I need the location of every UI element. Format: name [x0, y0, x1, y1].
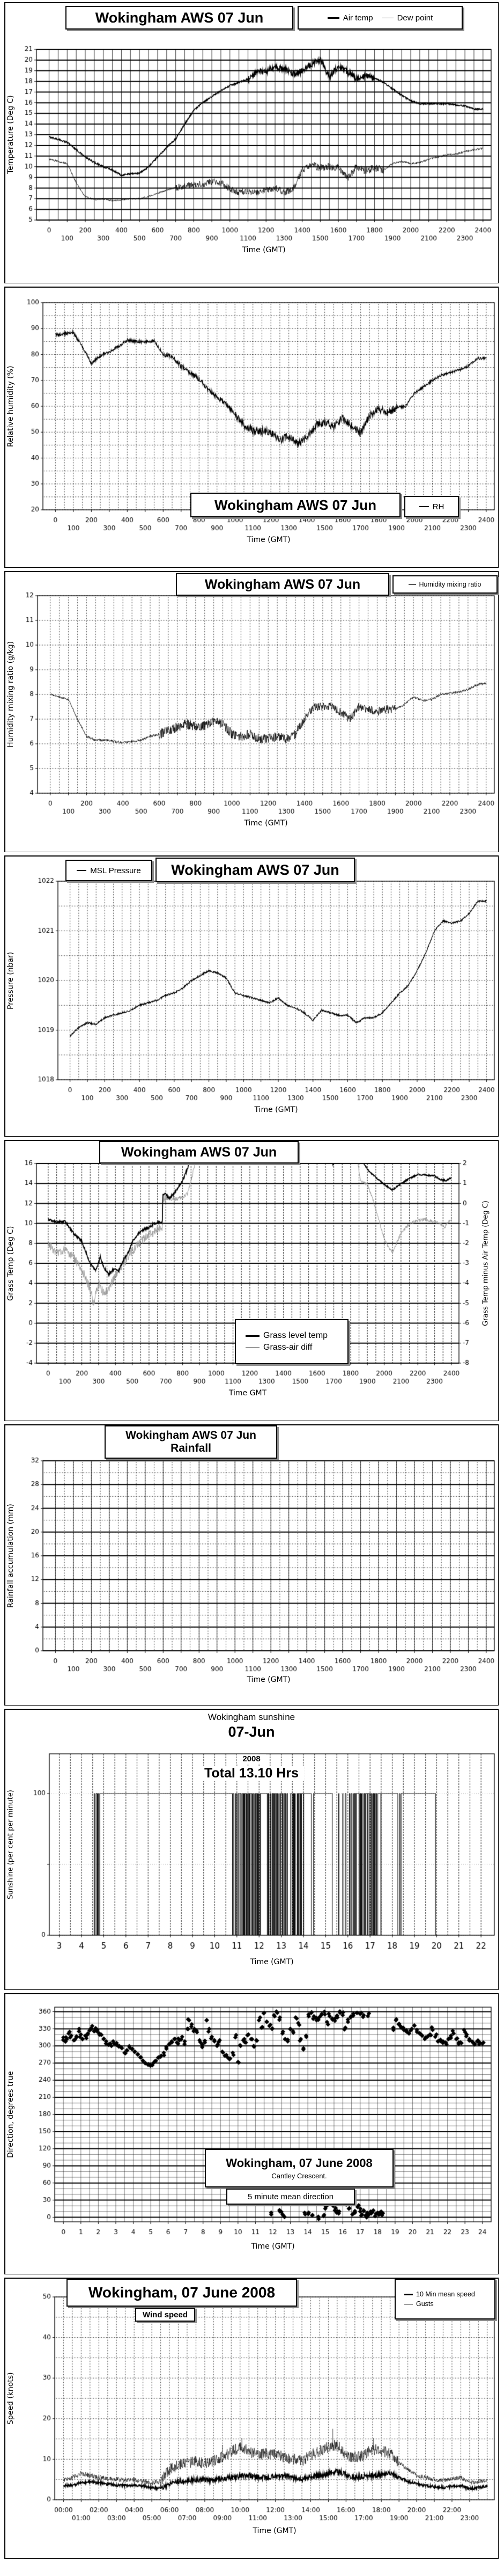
chart-title: Wokingham AWS 07 Jun [155, 858, 355, 882]
chart-canvas-temperature [5, 3, 498, 283]
legend-label: Gusts [416, 2300, 434, 2308]
legend-item-pressure: MSL Pressure [77, 866, 141, 875]
chart-title: Wokingham AWS 07 Jun [65, 6, 293, 30]
panel-grass-temp: Wokingham AWS 07 Jun Grass level temp Gr… [4, 1140, 499, 1421]
legend-mixing-ratio: Humidity mixing ratio [392, 575, 498, 594]
pressure-line-sample [77, 870, 87, 871]
legend-wind-speed: 10 Min mean speed Gusts [395, 2279, 495, 2319]
chart-title: Wokingham AWS 07 Jun Rainfall [105, 1425, 277, 1459]
x-axis-label: Time (GMT) [247, 1675, 291, 1684]
chart-note-box: 5 minute mean direction [226, 2189, 355, 2205]
legend-item-hmr: Humidity mixing ratio [409, 581, 481, 588]
legend-pressure: MSL Pressure [65, 860, 152, 881]
panel-temperature: Wokingham AWS 07 Jun Air temp Dew point … [4, 2, 499, 283]
y-axis-label: Relative humidity (%) [6, 365, 15, 447]
chart-subtitle: Cantley Crescent. [271, 2172, 327, 2180]
grass-temp-line-sample [246, 1335, 260, 1337]
chart-canvas-rh [5, 288, 498, 567]
y-axis-label: Sunshine (per cent per minute) [6, 1790, 15, 1899]
y-axis-label: Rainfall accumulation (mm) [6, 1504, 15, 1608]
chart-title-line1: Wokingham AWS 07 Jun [125, 1429, 256, 1441]
mean-speed-line-sample [404, 2293, 413, 2295]
chart-title: Wokingham, 07 June 2008 [226, 2156, 373, 2170]
x-axis-label: Time (GMT) [253, 2527, 297, 2535]
y-axis-label: Direction, degrees true [6, 2071, 15, 2158]
legend-label: Grass-air diff [263, 1343, 313, 1352]
chart-canvas-wind-speed [5, 2279, 498, 2558]
hmr-line-sample [409, 584, 417, 585]
legend-label: RH [432, 502, 444, 511]
grass-air-diff-line-sample [246, 1347, 260, 1348]
legend-item-gusts: Gusts [404, 2300, 434, 2308]
legend-label: Dew point [397, 13, 433, 23]
panel-rainfall: Wokingham AWS 07 Jun Rainfall Rainfall a… [4, 1424, 499, 1706]
air-temp-line-sample [327, 17, 339, 19]
panel-wind-direction: Wokingham, 07 June 2008 Cantley Crescent… [4, 1993, 499, 2274]
legend-item-mean-speed: 10 Min mean speed [404, 2290, 475, 2298]
legend-item-grass-air-diff: Grass-air diff [246, 1343, 312, 1352]
wind-speed-box: Wind speed [135, 2308, 195, 2322]
legend-item-dew-point: Dew point [381, 13, 433, 23]
x-axis-label: Time (GMT) [254, 1106, 298, 1114]
panel-sunshine: Wokingham sunshine 07-Jun 2008 Total 13.… [4, 1709, 499, 1990]
chart-canvas-direction [5, 1994, 498, 2274]
legend-item-air-temp: Air temp [327, 13, 373, 23]
chart-title-box: Wokingham, 07 June 2008 Cantley Crescent… [205, 2149, 394, 2187]
legend-grass: Grass level temp Grass-air diff [235, 1319, 349, 1364]
y-axis-label: Speed (knots) [6, 2372, 15, 2425]
panel-mixing-ratio: Wokingham AWS 07 Jun Humidity mixing rat… [4, 571, 499, 852]
panel-relative-humidity: Wokingham AWS 07 Jun RH Relative humidit… [4, 287, 499, 568]
legend-label: Grass level temp [263, 1331, 328, 1340]
x-axis-label: Time GMT [228, 1389, 267, 1397]
chart-title: Wokingham AWS 07 Jun [176, 573, 389, 596]
chart-title: Wokingham AWS 07 Jun [190, 493, 401, 517]
y-axis-label: Temperature (Deg C) [6, 95, 15, 174]
chart-canvas-mixing-ratio [5, 572, 498, 852]
x-axis-label: Time (GMT) [244, 819, 288, 828]
chart-canvas-rainfall [5, 1425, 498, 1705]
legend-item-grass-temp: Grass level temp [246, 1331, 328, 1341]
chart-title: Wokingham AWS 07 Jun [99, 1141, 299, 1163]
legend-item-rh: RH [419, 502, 444, 511]
y-axis-label: Humidity mixing ratio (g/kg) [6, 641, 15, 748]
legend-rh: RH [404, 496, 459, 517]
x-axis-label: Time (GMT) [247, 536, 291, 544]
chart-canvas-grass [5, 1141, 498, 1421]
x-axis-label: Time (GMT) [242, 246, 286, 254]
legend-label: Humidity mixing ratio [419, 581, 481, 588]
x-axis-label: Time (GMT) [250, 1958, 294, 1966]
chart-canvas-pressure [5, 857, 498, 1136]
legend-label: Air temp [343, 13, 373, 23]
chart-title: Wokingham, 07 June 2008 [66, 2279, 297, 2307]
legend-label: MSL Pressure [90, 866, 141, 875]
rh-line-sample [419, 506, 429, 507]
legend-label: 10 Min mean speed [416, 2290, 475, 2298]
y-axis-label: Pressure (nbar) [6, 952, 15, 1009]
panel-wind-speed: Wokingham, 07 June 2008 Wind speed 10 Mi… [4, 2278, 499, 2559]
legend-temperature: Air temp Dew point [298, 6, 463, 30]
panel-pressure: MSL Pressure Wokingham AWS 07 Jun Pressu… [4, 855, 499, 1137]
y-axis-label: Grass Temp (Deg C) [6, 1226, 15, 1301]
chart-canvas-sunshine [5, 1710, 498, 1989]
chart-title-line2: Rainfall [171, 1442, 211, 1454]
y2-axis-label: Grass Temp minus Air Temp (Deg C) [481, 1201, 490, 1326]
x-axis-label: Time (GMT) [251, 2242, 295, 2251]
